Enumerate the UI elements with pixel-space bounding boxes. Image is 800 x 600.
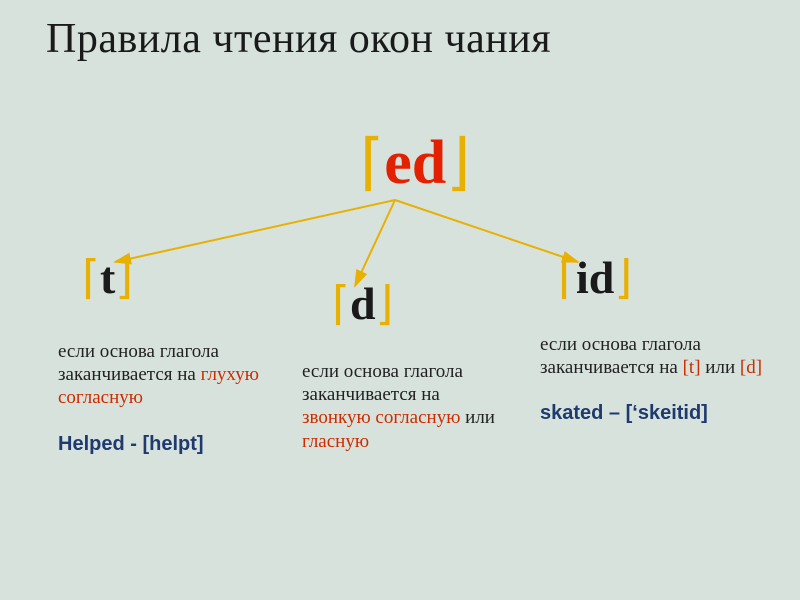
node-t-letter: t <box>100 252 115 303</box>
column-id: если основа глагола заканчивается на [t]… <box>540 333 770 426</box>
example-t: Helped - [helpt] <box>58 432 278 456</box>
rule-intro: если основа глагола заканчивается на <box>58 341 219 385</box>
open-bracket-icon: ⌈ <box>332 278 350 329</box>
rule-d-text: если основа глагола заканчивается на зво… <box>302 360 512 453</box>
column-d: если основа глагола заканчивается на зво… <box>302 360 512 475</box>
root-text: ed <box>384 129 446 197</box>
column-t: если основа глагола заканчивается на глу… <box>58 340 278 456</box>
rule-highlight2: [d] <box>740 357 762 378</box>
node-id-letter: id <box>576 252 614 303</box>
rule-id-text: если основа глагола заканчивается на [t]… <box>540 333 770 379</box>
rule-intro: если основа глагола заканчивается на <box>540 334 701 378</box>
close-bracket-icon: ⌋ <box>115 252 133 303</box>
arrow-to-t <box>115 200 395 262</box>
node-id: ⌈id⌋ <box>558 250 632 304</box>
close-bracket-icon: ⌋ <box>614 252 632 303</box>
open-bracket-icon: ⌈ <box>558 252 576 303</box>
rule-highlight: звонкую согласную <box>302 407 465 428</box>
rule-tail: или <box>705 357 740 378</box>
example-id: skated – [‘skeitid] <box>540 401 770 425</box>
rule-t-text: если основа глагола заканчивается на глу… <box>58 340 278 410</box>
rule-intro: если основа глагола заканчивается на <box>302 361 463 405</box>
rule-tail: или <box>465 407 495 428</box>
close-bracket-icon: ⌋ <box>446 129 470 197</box>
close-bracket-icon: ⌋ <box>376 278 394 329</box>
root-suffix-ed: ⌈ed⌋ <box>360 125 470 199</box>
node-d: ⌈d⌋ <box>332 276 394 330</box>
open-bracket-icon: ⌈ <box>360 129 384 197</box>
page-title: Правила чтения окон чания <box>46 16 754 62</box>
rule-highlight2: гласную <box>302 431 369 452</box>
open-bracket-icon: ⌈ <box>82 252 100 303</box>
node-t: ⌈t⌋ <box>82 250 133 304</box>
arrow-to-d <box>355 200 395 286</box>
node-d-letter: d <box>350 278 376 329</box>
rule-highlight: [t] <box>683 357 706 378</box>
arrow-to-id <box>395 200 578 262</box>
